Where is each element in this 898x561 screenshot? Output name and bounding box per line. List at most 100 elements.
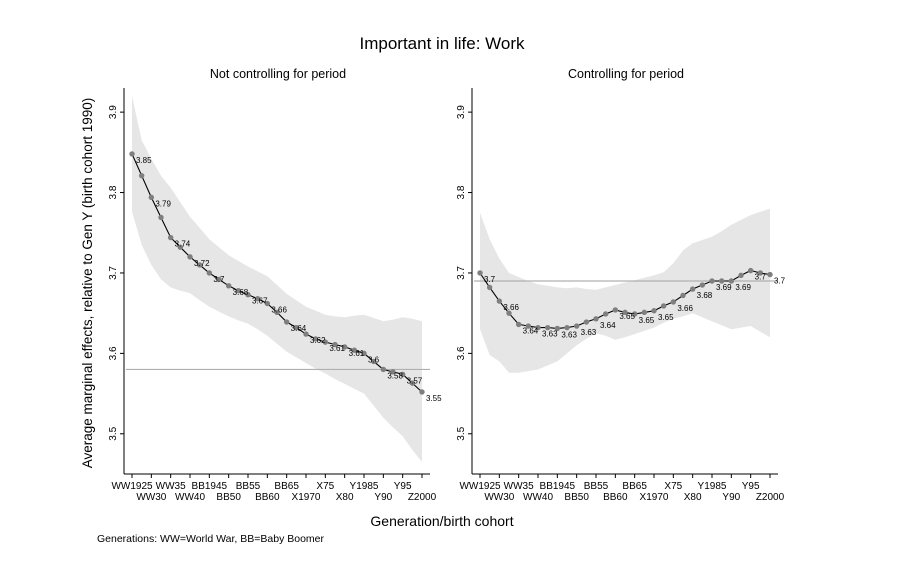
x-tick-label: X75 [664, 481, 682, 492]
data-label: 3.55 [426, 394, 442, 403]
data-point [506, 310, 512, 316]
data-point [283, 319, 290, 325]
data-point [602, 311, 609, 317]
data-point [747, 267, 754, 274]
x-tick-label: BB50 [564, 492, 589, 503]
data-point [535, 324, 541, 331]
x-tick-label: Y95 [394, 481, 412, 492]
data-label: 3.66 [503, 303, 519, 312]
x-tick-label: X75 [316, 481, 334, 492]
x-tick-label: WW30 [136, 492, 166, 503]
data-point [341, 344, 348, 350]
data-label: 3.61 [329, 344, 345, 353]
data-point [515, 321, 522, 328]
y-tick-label: 3.7 [108, 266, 119, 280]
data-label: 3.69 [716, 283, 732, 292]
data-label: 3.7 [213, 275, 225, 284]
x-tick-label: Y90 [374, 492, 392, 503]
data-point [216, 276, 222, 283]
data-point [196, 262, 203, 268]
data-point [709, 278, 715, 284]
data-point [293, 324, 300, 331]
x-tick-label: WW35 [156, 481, 186, 492]
data-label: 3.72 [194, 259, 210, 268]
data-point [728, 278, 735, 284]
x-tick-label: BB55 [236, 481, 261, 492]
data-label: 3.61 [349, 349, 365, 358]
x-axis-label: Generation/birth cohort [370, 513, 513, 529]
data-label: 3.7 [484, 275, 496, 284]
y-tick-label: 3.5 [456, 426, 467, 440]
footnote: Generations: WW=World War, BB=Baby Boome… [97, 533, 325, 545]
data-label: 3.63 [542, 330, 558, 339]
x-tick-label: BB60 [255, 492, 280, 503]
data-point [486, 284, 493, 291]
data-point [303, 331, 309, 337]
data-label: 3.62 [310, 336, 326, 345]
x-tick-label: Y1985 [350, 481, 379, 492]
data-point [583, 319, 590, 325]
data-point [757, 270, 764, 276]
x-tick-label: Y1985 [698, 481, 727, 492]
data-point [525, 323, 532, 329]
data-label: 3.68 [697, 291, 713, 300]
figure-title: Important in life: Work [359, 34, 525, 53]
confidence-band [480, 208, 770, 373]
data-label: 3.63 [581, 328, 597, 337]
data-point [670, 299, 677, 305]
y-tick-label: 3.9 [456, 105, 467, 119]
data-point [206, 270, 213, 276]
data-point [390, 369, 396, 375]
data-point [235, 287, 242, 294]
data-point [680, 292, 686, 299]
data-label: 3.63 [561, 330, 577, 339]
data-point [245, 291, 251, 298]
x-tick-label: X1970 [640, 492, 669, 503]
data-point [380, 366, 387, 373]
data-point [612, 307, 619, 313]
data-point [322, 339, 329, 345]
data-label: 3.79 [155, 199, 171, 208]
data-label: 3.69 [735, 283, 751, 292]
data-label: 3.64 [523, 326, 539, 335]
data-label: 3.57 [407, 376, 423, 385]
y-tick-label: 3.6 [456, 346, 467, 360]
data-point [274, 309, 280, 316]
data-point [264, 300, 271, 307]
data-label: 3.6 [368, 355, 380, 364]
data-point [544, 324, 551, 331]
data-point [767, 271, 773, 278]
data-point [254, 295, 261, 302]
confidence-band [132, 96, 422, 462]
y-axis-label: Average marginal effects, relative to Ge… [80, 98, 95, 468]
y-tick-label: 3.8 [456, 185, 467, 199]
data-label: 3.66 [271, 306, 287, 315]
data-point [651, 308, 657, 314]
data-point [641, 309, 648, 316]
x-tick-label: BB60 [603, 492, 628, 503]
x-tick-label: BB65 [622, 481, 647, 492]
x-tick-label: WW40 [523, 492, 553, 503]
data-label: 3.65 [619, 312, 635, 321]
data-point [399, 371, 406, 377]
data-point [148, 194, 155, 201]
x-tick-label: BB1945 [192, 481, 228, 492]
x-tick-label: BB55 [584, 481, 609, 492]
data-label: 3.67 [252, 297, 268, 306]
data-point [332, 341, 338, 348]
data-label: 3.65 [639, 316, 655, 325]
data-point [370, 358, 377, 365]
data-label: 3.64 [291, 324, 307, 333]
data-point [564, 324, 570, 331]
data-point [738, 272, 744, 279]
data-point [689, 286, 696, 292]
x-tick-label: BB50 [216, 492, 241, 503]
data-point [409, 380, 416, 386]
data-label: 3.85 [136, 156, 152, 165]
y-tick-label: 3.8 [108, 185, 119, 199]
data-point [718, 278, 725, 284]
x-tick-label: BB65 [274, 481, 299, 492]
data-label: 3.74 [175, 240, 191, 249]
data-point [419, 389, 425, 395]
